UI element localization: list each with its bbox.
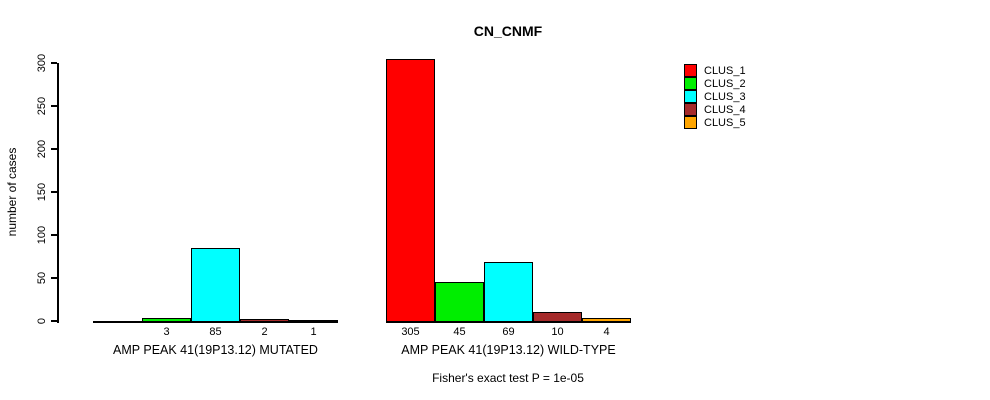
y-tick-label-250: 250	[36, 96, 48, 116]
bar-value-label: 45	[453, 326, 466, 338]
chart-title: CN_CNMF	[473, 23, 543, 39]
bar-wildtype-clus3	[484, 262, 533, 321]
legend-entry-clus5: CLUS_5	[684, 116, 746, 129]
bar-value-label: 4	[603, 326, 610, 338]
bar-mutated-clus4	[240, 319, 289, 321]
bar-group-wildtype	[386, 59, 631, 323]
y-tick-100	[51, 234, 57, 236]
y-tick-300	[51, 62, 57, 64]
legend-swatch-clus5	[684, 116, 697, 129]
bar-mutated-clus2	[142, 318, 191, 321]
bar-value-labels-mutated: 3 85 2 1	[93, 326, 338, 338]
y-tick-50	[51, 277, 57, 279]
legend-label-clus2: CLUS_2	[704, 77, 746, 90]
x-axis-label-mutated: AMP PEAK 41(19P13.12) MUTATED	[113, 343, 318, 357]
x-axis-label-wildtype: AMP PEAK 41(19P13.12) WILD-TYPE	[401, 343, 616, 357]
legend-entry-clus2: CLUS_2	[684, 77, 746, 90]
bar-wildtype-clus5	[582, 318, 631, 321]
legend: CLUS_1 CLUS_2 CLUS_3 CLUS_4 CLUS_5	[684, 64, 746, 129]
bar-wildtype-clus4	[533, 312, 582, 321]
legend-swatch-clus4	[684, 103, 697, 116]
y-tick-200	[51, 148, 57, 150]
bar-value-labels-wildtype: 305 45 69 10 4	[386, 326, 631, 338]
legend-swatch-clus3	[684, 90, 697, 103]
y-tick-label-100: 100	[36, 225, 48, 245]
bar-mutated-clus3	[191, 248, 240, 321]
y-tick-150	[51, 191, 57, 193]
legend-entry-clus1: CLUS_1	[684, 64, 746, 77]
bar-wildtype-clus1	[386, 59, 435, 321]
bar-value-label: 3	[163, 326, 170, 338]
legend-swatch-clus1	[684, 64, 697, 77]
y-tick-250	[51, 105, 57, 107]
bar-value-label: 10	[551, 326, 564, 338]
bar-value-label	[93, 326, 142, 338]
bar-group-mutated	[93, 63, 338, 323]
legend-entry-clus3: CLUS_3	[684, 90, 746, 103]
bar-value-label: 305	[401, 326, 420, 338]
y-tick-label-200: 200	[36, 139, 48, 159]
legend-label-clus4: CLUS_4	[704, 103, 746, 116]
y-tick-label-300: 300	[36, 53, 48, 73]
bar-value-label: 69	[502, 326, 515, 338]
bar-mutated-clus5	[289, 320, 338, 321]
legend-label-clus5: CLUS_5	[704, 116, 746, 129]
y-tick-label-0: 0	[36, 317, 48, 325]
y-tick-label-150: 150	[36, 182, 48, 202]
footnote-fisher-test: Fisher's exact test P = 1e-05	[432, 371, 584, 385]
legend-label-clus3: CLUS_3	[704, 90, 746, 103]
y-tick-label-50: 50	[36, 271, 48, 285]
y-axis-line	[57, 63, 59, 323]
y-tick-0	[51, 320, 57, 322]
legend-label-clus1: CLUS_1	[704, 64, 746, 77]
legend-swatch-clus2	[684, 77, 697, 90]
y-axis-title: number of cases	[5, 147, 19, 237]
bar-wildtype-clus2	[435, 282, 484, 321]
bar-value-label: 1	[310, 326, 317, 338]
bar-value-label: 85	[209, 326, 222, 338]
legend-entry-clus4: CLUS_4	[684, 103, 746, 116]
bar-value-label: 2	[261, 326, 268, 338]
